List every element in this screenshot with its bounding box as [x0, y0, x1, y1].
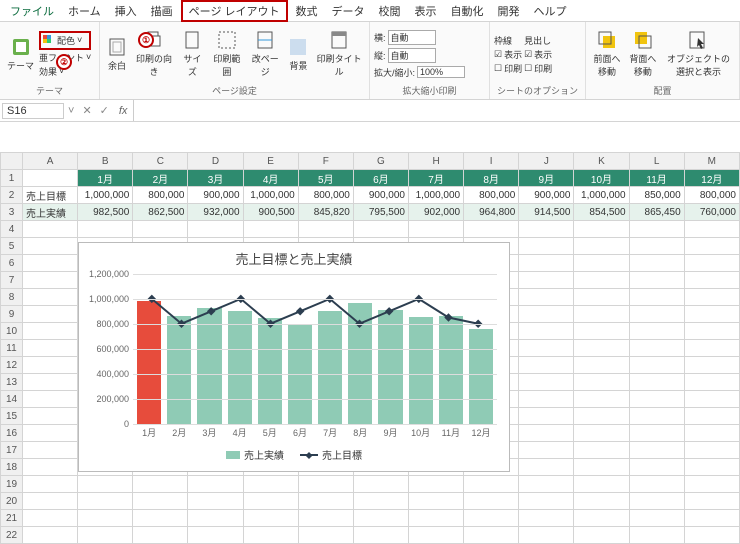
- height-select[interactable]: 自動: [388, 48, 436, 63]
- menu-data[interactable]: データ: [326, 1, 371, 21]
- themes-button[interactable]: テーマ: [4, 35, 37, 74]
- size-button[interactable]: サイズ: [178, 28, 207, 80]
- formula-input[interactable]: [133, 100, 740, 121]
- formula-bar: S16 ˅ ✕ ✓ fx: [0, 100, 740, 122]
- callout-1: ①: [138, 32, 154, 48]
- menu-draw[interactable]: 描画: [145, 1, 179, 21]
- forward-icon: [597, 30, 617, 50]
- width-select[interactable]: 自動: [388, 30, 436, 45]
- gridlines-view-check[interactable]: ☑ 表示: [494, 48, 522, 61]
- headings-view-check[interactable]: ☑ 表示: [524, 48, 552, 61]
- print-area-button[interactable]: 印刷範囲: [209, 28, 245, 80]
- headings-print-check[interactable]: ☐ 印刷: [524, 62, 552, 75]
- send-backward-button[interactable]: 背面へ移動: [626, 28, 660, 80]
- colors-icon: [43, 35, 55, 45]
- scale-select[interactable]: 100%: [417, 66, 465, 78]
- group-page-label: ページ設定: [104, 84, 365, 99]
- print-titles-button[interactable]: 印刷タイトル: [313, 28, 365, 80]
- margins-icon: [107, 37, 127, 57]
- menu-formula[interactable]: 数式: [290, 1, 324, 21]
- chart[interactable]: 売上目標と売上実績 0200,000400,000600,000800,0001…: [78, 242, 510, 472]
- themes-icon: [11, 37, 31, 57]
- menu-home[interactable]: ホーム: [62, 1, 107, 21]
- chart-title: 売上目標と売上実績: [79, 243, 509, 270]
- selection-icon: [688, 30, 708, 50]
- menu-dev[interactable]: 開発: [492, 1, 526, 21]
- margins-button[interactable]: 余白: [104, 35, 130, 74]
- group-scale-label: 拡大縮小印刷: [374, 84, 485, 99]
- chart-legend: 売上実績 売上目標: [79, 447, 509, 462]
- group-sheet-label: シートのオプション: [494, 84, 581, 99]
- gridlines-print-check[interactable]: ☐ 印刷: [494, 62, 522, 75]
- menu-view[interactable]: 表示: [409, 1, 443, 21]
- menu-help[interactable]: ヘルプ: [528, 1, 573, 21]
- menu-automate[interactable]: 自動化: [445, 1, 490, 21]
- size-icon: [182, 30, 202, 50]
- chart-plot: 0200,000400,000600,000800,0001,000,0001,…: [133, 274, 497, 424]
- colors-button[interactable]: 配色 ˅: [39, 31, 91, 50]
- headings-label: 見出し: [524, 34, 552, 47]
- menubar: ファイル ホーム 挿入 描画 ページ レイアウト 数式 データ 校閲 表示 自動…: [0, 0, 740, 22]
- titles-icon: [329, 30, 349, 50]
- backward-icon: [633, 30, 653, 50]
- breaks-button[interactable]: 改ページ: [247, 28, 283, 80]
- worksheet-grid[interactable]: ABCDEFGHIJKLM11月2月3月4月5月6月7月8月9月10月11月12…: [0, 152, 740, 544]
- menu-page-layout[interactable]: ページ レイアウト: [181, 0, 288, 22]
- bring-forward-button[interactable]: 前面へ移動: [590, 28, 624, 80]
- group-theme-label: テーマ: [4, 84, 95, 99]
- print-area-icon: [217, 30, 237, 50]
- namebox-dropdown[interactable]: ˅: [64, 105, 78, 117]
- group-arrange-label: 配置: [590, 84, 735, 99]
- background-icon: [288, 37, 308, 57]
- callout-2: ②: [56, 54, 72, 70]
- menu-review[interactable]: 校閲: [373, 1, 407, 21]
- name-box[interactable]: S16: [2, 103, 64, 119]
- ribbon: テーマ 配色 ˅ 亜フォント ˅ 効果 ˅ テーマ ① ② 余白 印刷の向き サ…: [0, 22, 740, 100]
- selection-pane-button[interactable]: オブジェクトの選択と表示: [662, 28, 735, 80]
- gridlines-label: 枠線: [494, 34, 522, 47]
- background-button[interactable]: 背景: [285, 35, 311, 74]
- menu-file[interactable]: ファイル: [4, 1, 60, 21]
- menu-insert[interactable]: 挿入: [109, 1, 143, 21]
- breaks-icon: [255, 30, 275, 50]
- fx-icon[interactable]: fx: [113, 105, 134, 117]
